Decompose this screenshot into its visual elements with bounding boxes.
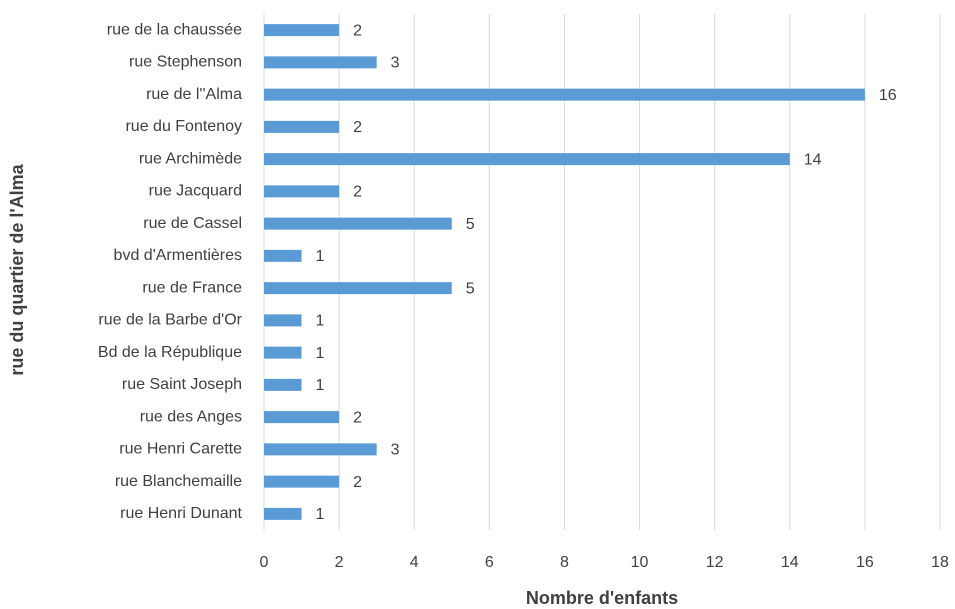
bar xyxy=(264,475,340,488)
y-tick-label: rue Blanchemaille xyxy=(115,473,242,490)
data-label: 2 xyxy=(353,184,362,201)
y-tick-label: Bd de la République xyxy=(98,344,242,361)
data-label: 2 xyxy=(353,119,362,136)
data-label: 2 xyxy=(353,409,362,426)
bar xyxy=(264,120,340,133)
bar xyxy=(264,217,452,230)
y-tick-label: rue de la Barbe d'Or xyxy=(98,312,242,329)
x-tick-label: 12 xyxy=(706,554,724,571)
bar xyxy=(264,346,302,359)
bar xyxy=(264,88,865,101)
y-tick-label: rue Archimède xyxy=(139,150,242,167)
y-tick-label: rue Jacquard xyxy=(149,183,242,200)
data-label: 3 xyxy=(391,442,400,459)
y-tick-label: rue des Anges xyxy=(140,408,242,425)
data-label: 1 xyxy=(316,313,325,330)
bar xyxy=(264,185,340,198)
data-label: 5 xyxy=(466,216,475,233)
bar xyxy=(264,249,302,262)
x-tick-label: 6 xyxy=(485,554,494,571)
y-tick-label: rue Stephenson xyxy=(129,54,242,71)
y-tick-label: rue de l''Alma xyxy=(146,86,242,103)
y-axis-title: rue du quartier de l'Alma xyxy=(7,163,27,375)
bar xyxy=(264,153,790,166)
data-label: 16 xyxy=(879,87,897,104)
data-label: 1 xyxy=(316,506,325,523)
data-label: 1 xyxy=(316,248,325,265)
bar xyxy=(264,282,452,295)
bar xyxy=(264,378,302,391)
x-tick-label: 16 xyxy=(856,554,874,571)
y-tick-label: rue du Fontenoy xyxy=(125,118,242,135)
data-label: 1 xyxy=(316,377,325,394)
data-label: 14 xyxy=(804,151,822,168)
x-tick-label: 8 xyxy=(560,554,569,571)
bar xyxy=(264,411,340,424)
data-label: 1 xyxy=(316,345,325,362)
data-label: 2 xyxy=(353,22,362,39)
y-tick-label: rue Saint Joseph xyxy=(122,376,242,393)
bar xyxy=(264,314,302,327)
bar xyxy=(264,24,340,37)
y-tick-label: rue Henri Dunant xyxy=(120,505,242,522)
y-tick-label: rue de France xyxy=(142,279,242,296)
y-tick-label: rue de Cassel xyxy=(143,215,242,232)
y-tick-label: rue Henri Carette xyxy=(119,441,242,458)
bar xyxy=(264,443,377,456)
x-tick-label: 18 xyxy=(931,554,949,571)
data-label: 2 xyxy=(353,474,362,491)
y-tick-label: bvd d'Armentières xyxy=(114,247,242,264)
bar xyxy=(264,56,377,69)
data-label: 3 xyxy=(391,55,400,72)
x-tick-label: 10 xyxy=(631,554,649,571)
y-tick-label: rue de la chaussée xyxy=(107,21,242,38)
x-tick-label: 2 xyxy=(335,554,344,571)
bar xyxy=(264,507,302,520)
x-tick-label: 4 xyxy=(410,554,419,571)
x-axis-title: Nombre d'enfants xyxy=(526,588,678,608)
x-tick-label: 14 xyxy=(781,554,799,571)
x-tick-label: 0 xyxy=(260,554,269,571)
data-label: 5 xyxy=(466,280,475,297)
